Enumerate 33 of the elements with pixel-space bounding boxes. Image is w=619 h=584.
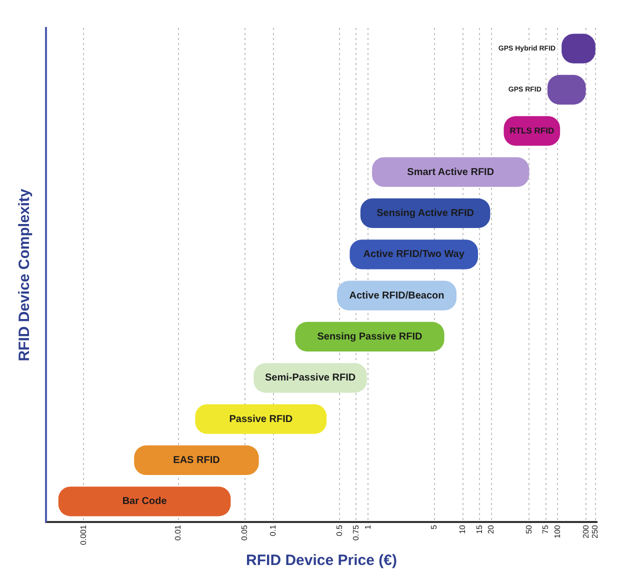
x-tick-label: 0.01 — [174, 524, 183, 541]
x-tick-label: 0.5 — [334, 524, 344, 536]
x-tick-label: 0.75 — [351, 524, 360, 541]
y-axis-title: RFID Device Complexity — [16, 188, 34, 362]
x-tick-label: 200 — [581, 524, 590, 538]
y-tick-label: Active RFID/Beacon — [349, 290, 444, 302]
y-tick-label: RTLS RFID — [510, 125, 554, 136]
bar — [195, 404, 327, 434]
y-tick-label: Semi-Passive RFID — [264, 372, 356, 384]
x-tick-label: 250 — [590, 524, 600, 538]
y-tick-label: Sensing Active RFID — [376, 208, 474, 219]
x-tick-label: 50 — [524, 524, 534, 534]
bar — [372, 157, 530, 187]
x-tick-label: 0.001 — [78, 524, 88, 546]
x-tick-label: 100 — [552, 524, 562, 538]
x-tick-label: 75 — [541, 524, 550, 534]
y-tick-label: Smart Active RFID — [407, 166, 494, 178]
x-tick-label: 10 — [458, 524, 468, 534]
x-tick-label: 0.1 — [268, 524, 278, 536]
y-tick-label: Bar Code — [122, 496, 168, 508]
bar — [295, 322, 444, 352]
bar — [58, 486, 231, 516]
y-tick-label: Active RFID/Two Way — [363, 249, 465, 260]
x-tick-label: 20 — [486, 524, 496, 534]
x-axis-title: RFID Device Price (€) — [246, 552, 397, 570]
x-tick-label: 15 — [474, 524, 484, 534]
y-tick-label: EAS RFID — [173, 454, 220, 466]
x-tick-label: 0.05 — [240, 524, 249, 541]
x-tick-label: 5 — [430, 524, 439, 530]
x-tick-label: 1 — [363, 524, 372, 530]
y-tick-label: Sensing Passive RFID — [317, 331, 422, 342]
y-tick-label: Passive RFID — [229, 414, 293, 425]
bar — [134, 445, 259, 476]
